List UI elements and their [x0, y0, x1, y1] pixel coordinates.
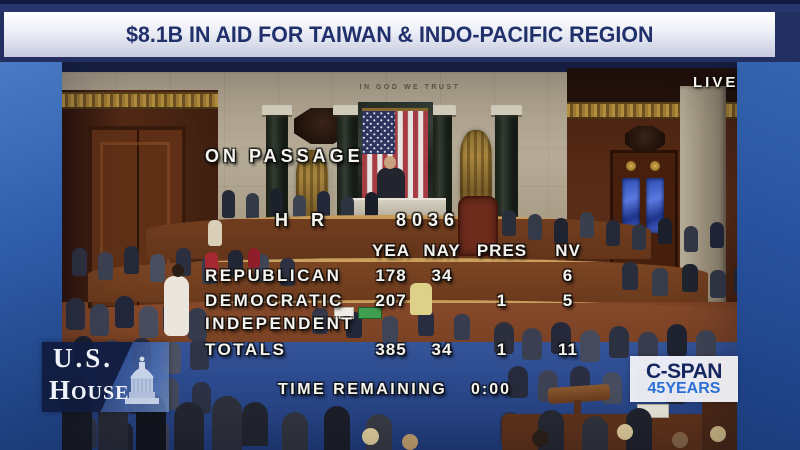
party-label-independent: INDEPENDENT: [205, 314, 355, 333]
time-remaining-value: 0:00: [471, 381, 512, 398]
column-header-pres: PRES: [476, 241, 528, 260]
column-header-nv: NV: [555, 241, 581, 260]
member-in-red: [248, 248, 260, 268]
member-in-cream: [208, 220, 222, 246]
party-label-republican: REPUBLICAN: [205, 266, 342, 285]
democratic-nv: 5: [562, 291, 574, 310]
crowd-left-middle: [72, 248, 87, 276]
speaker-chair: [458, 196, 498, 256]
column-header-yea: YEA: [372, 241, 410, 260]
rostrum-tier-upper: [146, 215, 651, 259]
live-badge: LIVE: [693, 74, 737, 91]
right-stone-pilaster: [680, 86, 726, 302]
speaker-head: [384, 156, 396, 169]
foreground-head: [402, 434, 418, 450]
crowd-left-floor: [66, 298, 85, 330]
right-door-medallion: [625, 126, 665, 152]
republican-nv: 6: [562, 266, 574, 285]
foreground-head: [710, 426, 726, 442]
totals-pres: 1: [496, 340, 508, 359]
door-rosette: [650, 161, 660, 171]
door-rosette: [626, 161, 636, 171]
totals-nay: 34: [431, 340, 453, 359]
clerks-at-rostrum: [312, 308, 328, 334]
house-floor-video: IN GOD WE TRUST: [62, 62, 737, 450]
crowd-standing-upper: [222, 190, 235, 218]
totals-nv: 11: [558, 340, 578, 359]
republican-yea: 178: [375, 266, 407, 285]
bill-number: 8036: [396, 210, 461, 230]
bill-prefix: H R: [275, 210, 333, 230]
column-header-nay: NAY: [423, 241, 461, 260]
cspan-45-years: 45YEARS: [647, 380, 721, 397]
member-in-yellow: [410, 283, 432, 315]
door-window: [622, 178, 640, 233]
democratic-yea: 207: [375, 291, 407, 310]
paper-stack: [637, 404, 669, 418]
foreground-head: [672, 432, 688, 448]
totals-label: TOTALS: [205, 340, 287, 359]
party-label-democratic: DEMOCRATIC: [205, 291, 344, 310]
cspan-watermark: C-SPAN 45YEARS: [630, 356, 738, 402]
totals-yea: 385: [375, 340, 407, 359]
right-frame-bar: [737, 62, 800, 450]
member-head: [172, 264, 184, 277]
left-gold-frieze: [62, 92, 218, 109]
foreground-head: [532, 430, 549, 447]
white-vote-card-box: [334, 307, 354, 319]
crowd-foreground: [242, 402, 268, 446]
rostrum-marble-desk: [350, 198, 446, 218]
headline-banner: $8.1B IN AID FOR TAIWAN & INDO-PACIFIC R…: [4, 12, 775, 57]
time-remaining-label: TIME REMAINING: [278, 381, 448, 398]
crowd-right-floor: [494, 322, 514, 354]
republican-nay: 34: [431, 266, 453, 285]
cspan-logo-text: C-SPAN: [646, 360, 722, 383]
crowd-right-steps: [622, 262, 638, 290]
foreground-head: [617, 424, 633, 440]
green-vote-card-box: [358, 307, 382, 319]
us-house-watermark: U.S. HOUSE: [42, 342, 169, 412]
crowd-right-upper: [502, 210, 516, 236]
vote-stage-label: ON PASSAGE: [205, 146, 364, 166]
us-house-line1: U.S.: [53, 343, 114, 373]
capitol-dome-icon: [125, 356, 159, 404]
foreground-head: [362, 428, 379, 445]
member-in-red: [205, 252, 218, 276]
in-god-we-trust-inscription: IN GOD WE TRUST: [359, 84, 461, 91]
us-house-line2: HOUSE: [49, 375, 130, 405]
member-in-white-dress: [164, 276, 189, 336]
door-window: [646, 178, 664, 233]
democratic-pres: 1: [496, 291, 508, 310]
headline-text: $8.1B IN AID FOR TAIWAN & INDO-PACIFIC R…: [125, 21, 654, 47]
speaker-figure: [377, 168, 405, 200]
rostrum-tier-middle: [88, 258, 708, 302]
